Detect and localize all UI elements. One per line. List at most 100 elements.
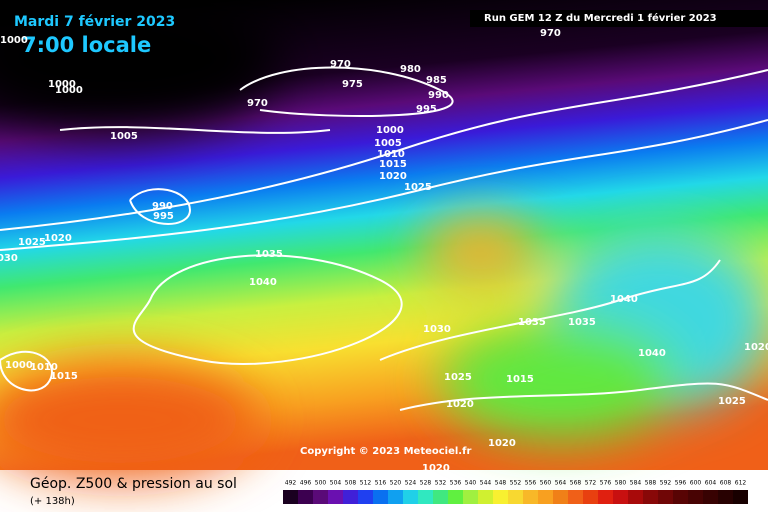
isobar-label: 1015	[506, 374, 534, 385]
isobar-label: 1025	[444, 372, 472, 383]
colorbar-label: 560	[540, 480, 552, 487]
colorbar-cell	[373, 490, 388, 504]
colorbar-label: 604	[705, 480, 717, 487]
isobar-label: 1010	[377, 149, 405, 160]
colorbar-label: 544	[480, 480, 492, 487]
colorbar-label: 528	[420, 480, 432, 487]
colorbar-cell	[418, 490, 433, 504]
colorbar-label: 496	[300, 480, 312, 487]
colorbar-label: 532	[435, 480, 447, 487]
colorbar-cell	[433, 490, 448, 504]
colorbar-label: 596	[675, 480, 687, 487]
colorbar-cell	[598, 490, 613, 504]
isobar-label: 1020	[422, 463, 450, 474]
colorbar-label: 608	[720, 480, 732, 487]
colorbar-label: 504	[330, 480, 342, 487]
colorbar-label: 520	[390, 480, 402, 487]
isobar-label: 1040	[249, 277, 277, 288]
isobar-label: 1025	[404, 182, 432, 193]
isobar-label: 970	[330, 59, 351, 70]
colorbar-cell	[493, 490, 508, 504]
isobar-label: 1005	[110, 131, 138, 142]
isobar-label: 1015	[50, 371, 78, 382]
colorbar-label: 536	[450, 480, 462, 487]
colorbar-label: 564	[555, 480, 567, 487]
colorbar-label: 512	[360, 480, 372, 487]
colorbar-cell	[718, 490, 733, 504]
colorbar-cell	[628, 490, 643, 504]
isobar-label: 1035	[518, 317, 546, 328]
isobar-label: 1020	[744, 342, 768, 353]
colorbar-label: 508	[345, 480, 357, 487]
isobar-label: 1010	[30, 362, 58, 373]
colorbar-label: 580	[615, 480, 627, 487]
colorbar-label: 556	[525, 480, 537, 487]
colorbar-cell	[463, 490, 478, 504]
colorbar-label: 572	[585, 480, 597, 487]
legend-title: Géop. Z500 & pression au sol	[30, 476, 237, 492]
colorbar-label: 524	[405, 480, 417, 487]
colorbar-label: 584	[630, 480, 642, 487]
colorbar-cell	[313, 490, 328, 504]
colorbar-label: 612	[735, 480, 747, 487]
colorbar-cell	[733, 490, 748, 504]
colorbar-cell	[703, 490, 718, 504]
colorbar-cell	[343, 490, 358, 504]
colorbar-label: 492	[285, 480, 297, 487]
colorbar-cell	[688, 490, 703, 504]
colorbar-cell	[328, 490, 343, 504]
isobar-label: 1005	[374, 138, 402, 149]
colorbar-cell	[613, 490, 628, 504]
colorbar-cell	[388, 490, 403, 504]
isobar-label: 1025	[18, 237, 46, 248]
isobars	[0, 66, 768, 411]
isobar-label: 1000	[5, 360, 33, 371]
isobar-label: 990	[152, 201, 173, 212]
colorbar-cell	[478, 490, 493, 504]
colorbar-cell	[583, 490, 598, 504]
colorbar-cell	[283, 490, 298, 504]
isobar-label: 975	[342, 79, 363, 90]
colorbar-cell	[538, 490, 553, 504]
colorbar-cell	[508, 490, 523, 504]
forecast-date: Mardi 7 février 2023	[14, 14, 175, 30]
colorbar-label: 552	[510, 480, 522, 487]
isobar-label: 1035	[255, 249, 283, 260]
isobar-label: 1020	[379, 171, 407, 182]
isobar-label: 980	[400, 64, 421, 75]
isobar-label: 1030	[0, 253, 18, 264]
isobar-label: 995	[416, 104, 437, 115]
run-box	[470, 10, 768, 27]
isobar-label: 1000	[48, 79, 76, 90]
isobar-label: 995	[153, 211, 174, 222]
colorbar-cell	[358, 490, 373, 504]
forecast-time: 7:00 locale	[22, 33, 151, 57]
colorbar-cell	[448, 490, 463, 504]
isobar-label: 1020	[446, 399, 474, 410]
isobar-label: 1000	[55, 85, 83, 96]
isobar-label: 1025	[718, 396, 746, 407]
run-info: Run GEM 12 Z du Mercredi 1 février 2023	[484, 12, 717, 24]
colorbar-label: 600	[690, 480, 702, 487]
isobar-label: 1030	[423, 324, 451, 335]
colorbar-label: 540	[465, 480, 477, 487]
isobar-label: 1040	[610, 294, 638, 305]
isobar-label: 1000	[0, 35, 28, 46]
colorbar-label: 516	[375, 480, 387, 487]
isobar-label: 1020	[488, 438, 516, 449]
isobar-label: 1040	[638, 348, 666, 359]
colorbar-cell	[643, 490, 658, 504]
isobar-label: 1015	[379, 159, 407, 170]
colorbar-cell	[298, 490, 313, 504]
isobar-label: 985	[426, 75, 447, 86]
isobar-label: 970	[247, 98, 268, 109]
colorbar-label: 548	[495, 480, 507, 487]
colorbar-cell	[568, 490, 583, 504]
isobar-label: 990	[428, 90, 449, 101]
isobar-label: 970	[540, 28, 561, 39]
isobar-label: 1000	[376, 125, 404, 136]
colorbar-cell	[403, 490, 418, 504]
colorbar-cell	[673, 490, 688, 504]
